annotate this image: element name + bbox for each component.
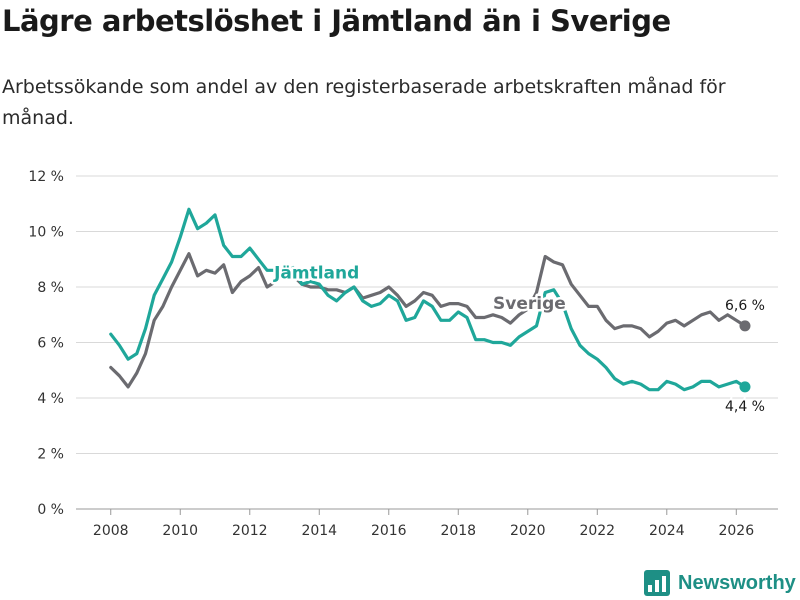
x-tick-label: 2016 [371,523,407,539]
y-axis: 0 % 2 % 4 % 6 % 8 % 10 % 12 % [28,169,64,518]
y-tick-label: 4 % [37,391,64,407]
x-tick-label: 2014 [301,523,337,539]
newsworthy-logo-icon [644,570,670,596]
series-line-jamtland [109,207,747,392]
end-point-sverige [739,320,751,332]
x-tick-label: 2024 [649,523,685,539]
x-tick-label: 2010 [162,523,198,539]
end-label-jamtland: 4,4 % [725,399,765,415]
x-tick-label: 2022 [579,523,615,539]
x-tick-label: 2008 [93,523,129,539]
y-tick-label: 6 % [37,336,64,352]
series-labels: Jämtland Sverige 6,6 % 4,4 % [271,261,767,417]
series [109,207,751,393]
end-label-sverige: 6,6 % [725,298,765,314]
x-tick-label: 2012 [232,523,268,539]
brand-name: Newsworthy [678,571,796,594]
y-tick-label: 8 % [37,280,64,296]
end-point-jamtland [739,381,751,393]
y-tick-label: 0 % [37,502,64,518]
y-tick-label: 10 % [28,225,64,241]
chart-subtitle: Arbetssökande som andel av den registerb… [2,76,726,129]
y-tick-label: 2 % [37,447,64,463]
x-tick-label: 2026 [718,523,754,539]
x-tick-label: 2018 [440,523,476,539]
gridlines [76,175,778,454]
chart-title: Lägre arbetslöshet i Jämtland än i Sveri… [2,4,671,38]
x-tick-label: 2020 [510,523,546,539]
series-label-sverige: Sverige [493,294,566,314]
series-label-jamtland: Jämtland [273,264,359,284]
x-axis: 2008 2010 2012 2014 2016 2018 2020 2022 2024 2026 [76,508,778,539]
newsworthy-brand[interactable]: Newsworthy [644,566,796,600]
y-tick-label: 12 % [28,169,64,185]
series-line-sverige [109,252,747,389]
line-chart: 0 % 2 % 4 % 6 % 8 % 10 % 12 % 2008 2010 2012 2014… [28,169,778,539]
